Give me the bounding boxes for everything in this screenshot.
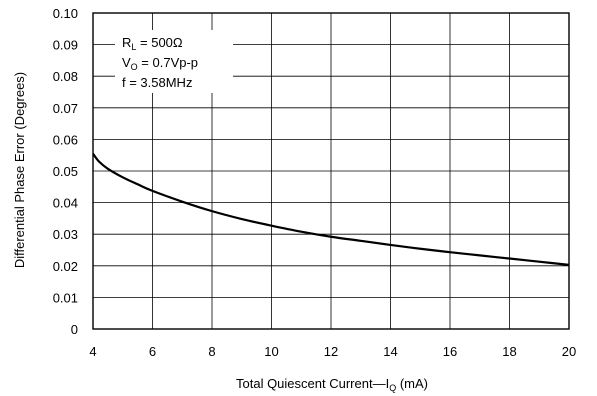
- grid: [92, 12, 570, 330]
- x-tick-labels: 4 6 8 10 12 14 16 18 20: [89, 344, 576, 359]
- annotation-load-resistance: RL = 500Ω: [122, 35, 183, 52]
- y-tick-label: 0: [71, 322, 78, 337]
- x-tick-label: 4: [89, 344, 96, 359]
- x-tick-label: 10: [264, 344, 278, 359]
- x-tick-label: 20: [562, 344, 576, 359]
- x-tick-label: 16: [443, 344, 457, 359]
- y-tick-labels: 0 0.01 0.02 0.03 0.04 0.05 0.06 0.07 0.08 0.09 0.1…: [53, 6, 78, 337]
- x-tick-label: 8: [208, 344, 215, 359]
- y-tick-label: 0.04: [53, 196, 78, 211]
- y-tick-label: 0.01: [53, 290, 78, 305]
- annotation-background: [115, 30, 233, 93]
- conditions-annotation: RL = 500Ω VO = 0.7Vp-p f = 3.58MHz: [115, 30, 233, 93]
- y-tick-label: 0.05: [53, 164, 78, 179]
- x-tick-label: 12: [324, 344, 338, 359]
- x-tick-label: 6: [149, 344, 156, 359]
- y-tick-label: 0.03: [53, 227, 78, 242]
- x-axis-label: Total Quiescent Current—IQ (mA): [236, 376, 428, 393]
- y-tick-label: 0.10: [53, 6, 78, 21]
- plot-frame: [92, 12, 570, 330]
- y-tick-label: 0.07: [53, 101, 78, 116]
- annotation-output-voltage: VO = 0.7Vp-p: [122, 55, 198, 72]
- y-tick-label: 0.06: [53, 132, 78, 147]
- x-tick-label: 14: [383, 344, 397, 359]
- y-axis-label: Differential Phase Error (Degrees): [12, 72, 27, 268]
- y-tick-label: 0.09: [53, 38, 78, 53]
- annotation-frequency: f = 3.58MHz: [122, 75, 192, 90]
- series-line: [92, 152, 570, 266]
- x-tick-label: 18: [502, 344, 516, 359]
- y-tick-label: 0.08: [53, 69, 78, 84]
- y-tick-label: 0.02: [53, 259, 78, 274]
